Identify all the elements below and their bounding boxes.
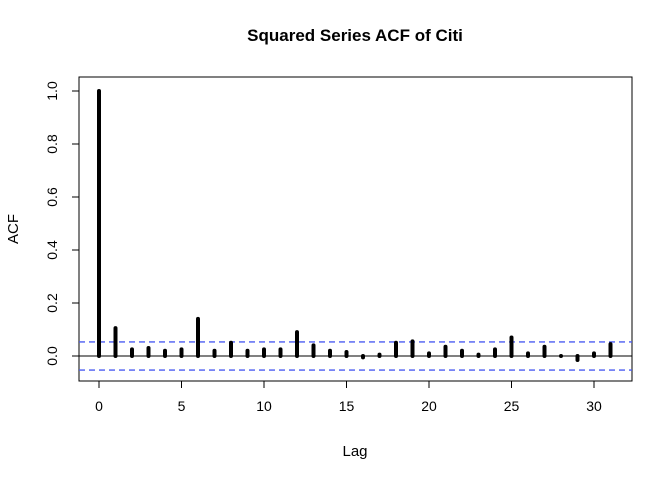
x-tick-label: 15 [339,398,355,414]
chart-title: Squared Series ACF of Citi [247,26,463,45]
x-tick-label: 10 [256,398,272,414]
y-axis-label: ACF [5,214,22,244]
y-tick-label: 0.4 [44,240,60,260]
y-tick-label: 1.0 [44,81,60,101]
x-tick-label: 25 [504,398,520,414]
x-axis: 0 5 10 15 20 25 30 [95,380,602,414]
y-tick-label: 0.6 [44,187,60,207]
y-axis: 0.0 0.2 0.4 0.6 0.8 1.0 [44,81,80,366]
x-tick-label: 20 [421,398,437,414]
y-tick-label: 0.8 [44,134,60,154]
x-tick-label: 0 [95,398,103,414]
acf-series [79,89,632,371]
y-tick-label: 0.0 [44,346,60,366]
y-tick-label: 0.2 [44,293,60,313]
x-tick-label: 30 [586,398,602,414]
x-tick-label: 5 [178,398,186,414]
plot-frame [78,76,633,382]
x-axis-label: Lag [342,443,367,460]
